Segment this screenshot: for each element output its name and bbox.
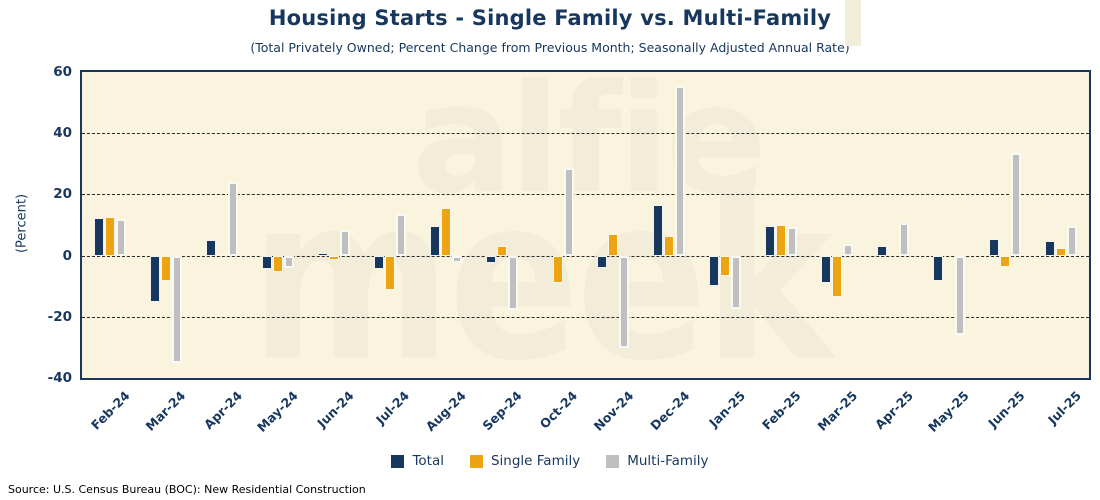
bar-single-family-jun-25	[1000, 255, 1011, 267]
bar-total-mar-25	[821, 255, 832, 283]
x-label-mar-25: Mar-25	[814, 388, 860, 434]
bar-single-family-aug-24	[440, 207, 451, 256]
watermark-text-alfie: alfie	[412, 70, 767, 227]
bar-total-apr-24	[205, 239, 216, 256]
legend-label-single-family: Single Family	[490, 453, 581, 469]
y-axis-title: (Percent)	[14, 193, 30, 254]
gridline-40	[82, 133, 1089, 135]
total-swatch-icon	[391, 454, 405, 468]
x-label-dec-24: Dec-24	[646, 388, 693, 434]
y-tick--40: -40	[47, 370, 72, 386]
bar-multi-family-jul-25	[1067, 225, 1078, 256]
bar-multi-family-feb-24	[115, 219, 126, 256]
bar-total-feb-24	[93, 218, 104, 256]
bar-multi-family-jul-24	[395, 213, 406, 256]
y-tick--20: -20	[47, 308, 72, 325]
bar-single-family-sep-24	[496, 245, 507, 256]
legend-item-single-family: Single Family	[469, 453, 581, 469]
bar-single-family-apr-24	[216, 254, 227, 257]
gridline-20	[82, 194, 1089, 196]
bar-total-feb-25	[765, 225, 776, 256]
x-label-jun-24: Jun-24	[313, 388, 357, 431]
source-note: Source: U.S. Census Bureau (BOC): New Re…	[8, 483, 366, 496]
gridline--20	[82, 316, 1089, 318]
bar-total-dec-24	[653, 204, 664, 256]
bar-single-family-oct-24	[552, 255, 563, 283]
x-label-feb-24: Feb-24	[88, 388, 133, 433]
bar-multi-family-mar-24	[171, 255, 182, 363]
bar-total-jun-25	[989, 239, 1000, 256]
x-label-mar-24: Mar-24	[142, 388, 189, 434]
y-tick-40: 40	[53, 125, 72, 142]
legend-item-multi-family: Multi-Family	[606, 453, 709, 469]
y-tick-0: 0	[62, 247, 72, 264]
gridline-0	[82, 255, 1089, 257]
bar-multi-family-oct-24	[563, 168, 574, 256]
x-label-jun-25: Jun-25	[985, 388, 1028, 431]
chart-title: Housing Starts - Single Family vs. Multi…	[268, 6, 832, 30]
multi-family-swatch-icon	[606, 454, 620, 468]
bar-multi-family-sep-24	[507, 255, 518, 311]
x-label-nov-24: Nov-24	[590, 388, 637, 434]
bar-multi-family-jan-25	[731, 255, 742, 310]
x-label-apr-24: Apr-24	[200, 388, 245, 433]
x-label-feb-25: Feb-25	[759, 388, 804, 433]
y-tick-60: 60	[53, 64, 72, 80]
bar-total-sep-24	[485, 255, 496, 264]
bar-multi-family-aug-24	[451, 255, 462, 264]
bar-total-mar-24	[149, 255, 160, 303]
bar-multi-family-jun-24	[339, 230, 350, 256]
bar-single-family-mar-25	[832, 255, 843, 297]
bar-single-family-mar-24	[160, 255, 171, 282]
bar-total-may-24	[261, 255, 272, 270]
watermark-text-meek: meek	[250, 149, 832, 380]
bar-total-jul-24	[373, 255, 384, 270]
x-label-oct-24: Oct-24	[536, 388, 581, 432]
bar-single-family-jan-25	[720, 255, 731, 276]
plot-area: alfie meek	[80, 70, 1091, 380]
bar-total-apr-25	[877, 246, 888, 256]
bar-total-jan-25	[709, 255, 720, 286]
bar-total-may-25	[933, 255, 944, 282]
bar-multi-family-may-24	[283, 255, 294, 268]
bar-single-family-dec-24	[664, 236, 675, 256]
bar-total-jun-24	[317, 252, 328, 256]
bar-single-family-feb-25	[776, 225, 787, 256]
bar-single-family-jul-24	[384, 255, 395, 290]
bar-total-jul-25	[1045, 240, 1056, 256]
bar-single-family-jun-24	[328, 255, 339, 261]
bar-multi-family-mar-25	[843, 243, 854, 256]
legend-label-total: Total	[412, 453, 444, 469]
bar-multi-family-apr-24	[227, 182, 238, 256]
x-label-jul-25: Jul-25	[1044, 388, 1084, 428]
x-label-jan-25: Jan-25	[705, 388, 748, 431]
x-label-may-24: May-24	[253, 388, 301, 435]
bar-multi-family-nov-24	[619, 255, 630, 348]
x-label-jul-24: Jul-24	[373, 388, 413, 428]
bar-single-family-may-24	[272, 255, 283, 272]
bar-single-family-nov-24	[608, 234, 619, 256]
chart-subtitle: (Total Privately Owned; Percent Change f…	[250, 40, 850, 55]
bar-multi-family-apr-25	[899, 223, 910, 256]
x-label-sep-24: Sep-24	[478, 388, 525, 434]
x-label-apr-25: Apr-25	[871, 388, 916, 433]
bar-multi-family-jun-25	[1011, 153, 1022, 256]
bar-single-family-jul-25	[1056, 247, 1067, 256]
legend: Total Single Family Multi-Family	[0, 453, 1100, 469]
bar-single-family-feb-24	[104, 217, 115, 256]
x-label-aug-24: Aug-24	[422, 388, 469, 435]
bar-total-aug-24	[429, 225, 440, 256]
watermark-fragment	[845, 0, 861, 46]
bar-multi-family-dec-24	[675, 86, 686, 256]
legend-label-multi-family: Multi-Family	[627, 453, 709, 469]
bar-multi-family-feb-25	[787, 226, 798, 256]
bar-multi-family-may-25	[955, 255, 966, 336]
bar-total-nov-24	[597, 255, 608, 269]
y-tick-20: 20	[53, 186, 72, 203]
legend-item-total: Total	[391, 453, 444, 469]
single-family-swatch-icon	[469, 454, 483, 468]
x-label-may-25: May-25	[924, 388, 972, 435]
